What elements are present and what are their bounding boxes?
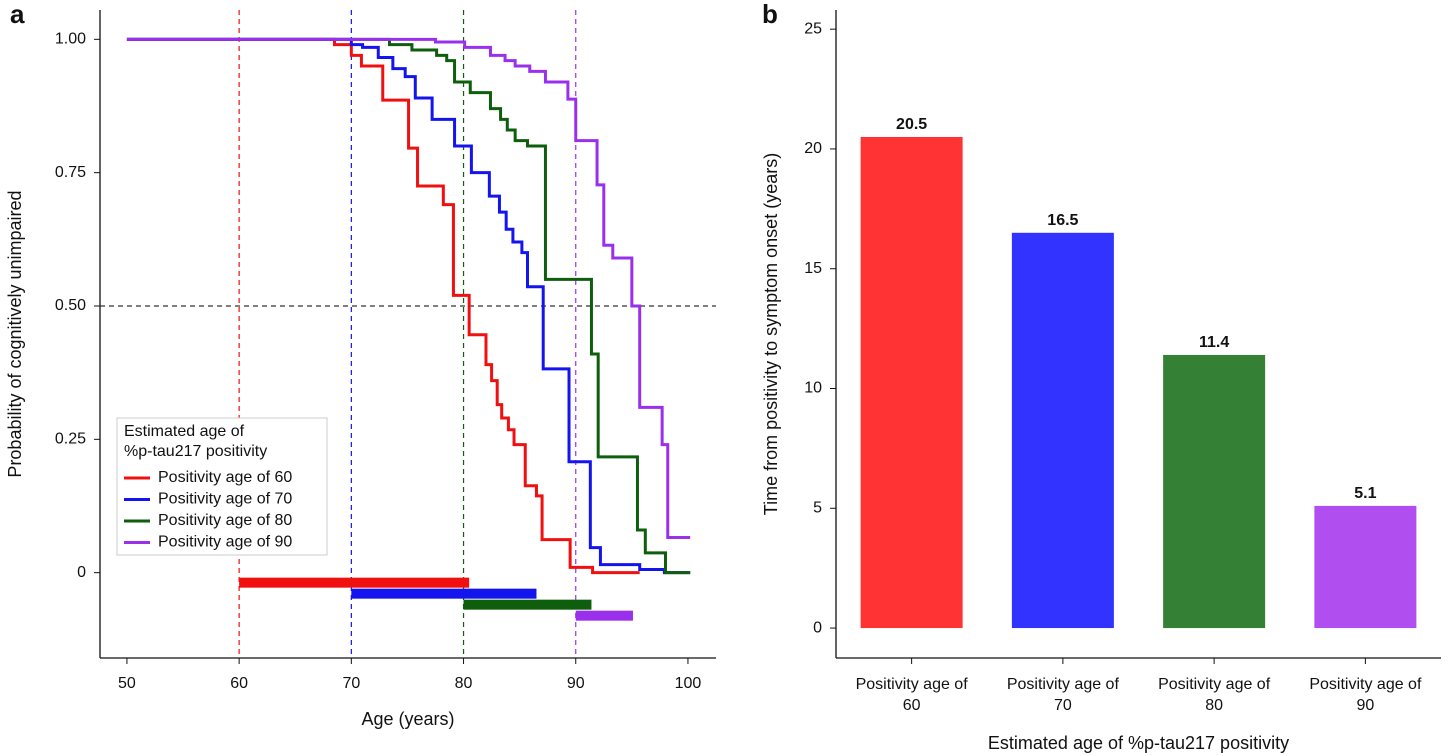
step-line bbox=[126, 37, 691, 575]
y-tick-label: 10 bbox=[804, 380, 822, 397]
value-label: 20.5 bbox=[896, 116, 927, 133]
legend-box bbox=[116, 417, 328, 556]
y-tick-label: 0.75 bbox=[55, 164, 86, 181]
y-axis-title: Probability of cognitively unimpaired bbox=[5, 190, 25, 477]
y-tick-label: 0.50 bbox=[55, 297, 86, 314]
x-axis-title: Estimated age of %p-tau217 positivity bbox=[988, 733, 1289, 753]
legend-label: Positivity age of 80 bbox=[158, 512, 292, 529]
y-tick-label: 25 bbox=[804, 20, 822, 37]
step-line bbox=[126, 37, 691, 539]
x-tick-label: 60 bbox=[230, 675, 248, 692]
value-label: 16.5 bbox=[1047, 212, 1078, 229]
x-tick-label: 90 bbox=[567, 675, 585, 692]
bar bbox=[1163, 354, 1266, 629]
x-tick-label: 100 bbox=[675, 675, 702, 692]
range-bar bbox=[239, 577, 470, 588]
bar bbox=[1011, 232, 1114, 629]
step-line bbox=[126, 37, 640, 575]
y-tick-label: 1.00 bbox=[55, 31, 86, 48]
range-bar bbox=[575, 610, 633, 621]
y-tick-label: 0 bbox=[813, 619, 822, 636]
bar bbox=[860, 136, 963, 629]
y-tick-label: 20 bbox=[804, 140, 822, 157]
x-tick-label: Positivity age of 80 bbox=[1158, 676, 1271, 714]
range-bar bbox=[351, 588, 537, 599]
bar bbox=[1314, 505, 1417, 629]
x-tick-label: 80 bbox=[455, 675, 473, 692]
x-tick-label: 50 bbox=[118, 675, 136, 692]
x-tick-label: Positivity age of 90 bbox=[1309, 676, 1422, 714]
y-tick-label: 0 bbox=[77, 564, 86, 581]
y-tick-label: 15 bbox=[804, 260, 822, 277]
y-axis-title: Time from positivity to symptom onset (y… bbox=[761, 153, 781, 515]
step-line bbox=[126, 37, 691, 575]
range-bar bbox=[463, 599, 592, 610]
x-tick-label: Positivity age of 70 bbox=[1006, 676, 1119, 714]
legend-label: Positivity age of 90 bbox=[158, 534, 292, 551]
legend-title: Estimated age of bbox=[124, 423, 245, 440]
x-axis-title: Age (years) bbox=[361, 709, 454, 729]
y-tick-label: 0.25 bbox=[55, 431, 86, 448]
x-tick-label: Positivity age of 60 bbox=[855, 676, 968, 714]
x-tick-label: 70 bbox=[342, 675, 360, 692]
panel-label: a bbox=[10, 0, 25, 29]
panel-label: b bbox=[762, 0, 778, 29]
value-label: 11.4 bbox=[1199, 334, 1229, 351]
value-label: 5.1 bbox=[1354, 485, 1376, 502]
legend-label: Positivity age of 60 bbox=[158, 469, 292, 486]
legend-title: %p-tau217 positivity bbox=[124, 443, 267, 460]
legend-label: Positivity age of 70 bbox=[158, 491, 292, 508]
y-tick-label: 5 bbox=[813, 499, 822, 516]
